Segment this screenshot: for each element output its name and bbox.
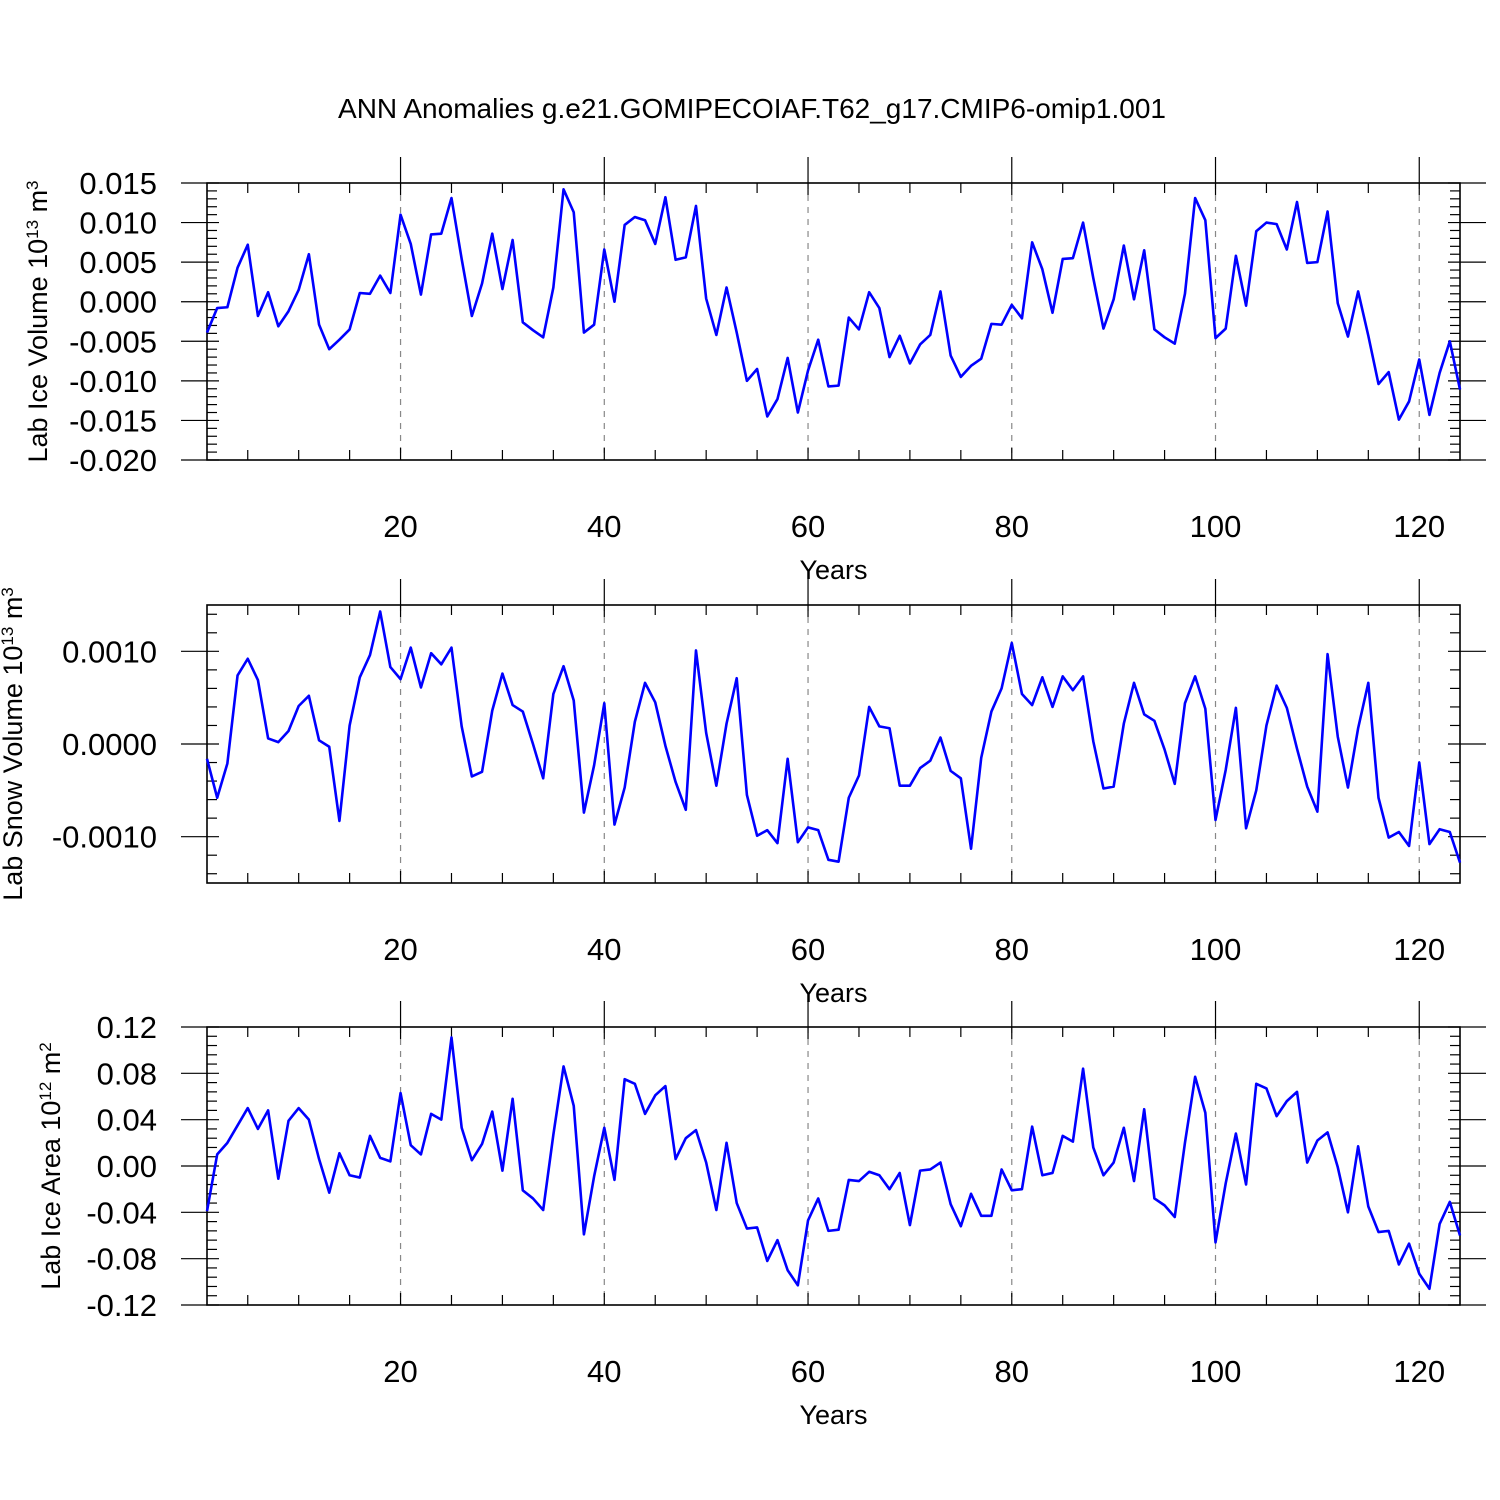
y-tick-label: -0.015 bbox=[69, 403, 157, 438]
x-tick-label: 20 bbox=[383, 1354, 417, 1389]
figure-title: ANN Anomalies g.e21.GOMIPECOIAF.T62_g17.… bbox=[338, 93, 1166, 124]
x-tick-label: 60 bbox=[791, 509, 825, 544]
y-axis-label-text: Lab Snow Volume 10 bbox=[0, 646, 28, 901]
y-axis-label: Lab Ice Volume 1013 m3 bbox=[23, 180, 54, 462]
y-tick-label: 0.08 bbox=[97, 1056, 157, 1091]
panel-1: -0.020 -0.015 -0.010 -0.005 0.000 0.005 0.010 0… bbox=[23, 157, 1486, 585]
x-tick-label: 120 bbox=[1393, 1354, 1445, 1389]
x-axis-label: Years bbox=[799, 978, 867, 1008]
x-tick-label: 120 bbox=[1393, 509, 1445, 544]
x-tick-label: 100 bbox=[1190, 1354, 1242, 1389]
x-tick-label: 80 bbox=[995, 1354, 1029, 1389]
y-axis-label-exponent: 13 bbox=[23, 220, 42, 239]
y-tick-label: -0.12 bbox=[86, 1288, 157, 1323]
y-tick-label: -0.0010 bbox=[52, 820, 157, 855]
y-tick-label: 0.015 bbox=[79, 166, 157, 201]
y-tick-label: 0.010 bbox=[79, 206, 157, 241]
x-tick-label: 80 bbox=[995, 932, 1029, 967]
y-tick-label: 0.04 bbox=[97, 1103, 157, 1138]
y-axis-label: Lab Snow Volume 1013 m3 bbox=[0, 587, 28, 901]
y-tick-label: 0.00 bbox=[97, 1149, 157, 1184]
panel-3: -0.12 -0.08 -0.04 0.00 0.04 0.08 0.12 20 40 60 80 1… bbox=[36, 1001, 1486, 1430]
y-tick-label: -0.04 bbox=[86, 1195, 157, 1230]
y-axis-label-exponent: 3 bbox=[23, 180, 42, 189]
x-tick-label: 20 bbox=[383, 509, 417, 544]
y-axis-label-text: m bbox=[23, 190, 53, 220]
plot-frame bbox=[206, 1026, 1461, 1306]
plot-frame bbox=[206, 182, 1461, 461]
y-tick-label: 0.005 bbox=[79, 245, 157, 280]
series-line-lab-ice-area bbox=[205, 1036, 1462, 1291]
x-tick-label: 120 bbox=[1393, 932, 1445, 967]
x-axis-label: Years bbox=[799, 1400, 867, 1430]
y-axis-label-exponent: 3 bbox=[0, 587, 17, 596]
y-axis-label: Lab Ice Area 1012 m2 bbox=[36, 1042, 67, 1290]
x-tick-label: 100 bbox=[1190, 509, 1242, 544]
series-line-lab-ice-volume bbox=[205, 188, 1462, 421]
x-tick-label: 60 bbox=[791, 932, 825, 967]
y-axis-label-text: Lab Ice Area 10 bbox=[36, 1101, 66, 1290]
x-tick-label: 20 bbox=[383, 932, 417, 967]
y-tick-label: -0.010 bbox=[69, 364, 157, 399]
y-axis-label-text: m bbox=[0, 597, 28, 627]
y-tick-label: 0.0000 bbox=[62, 727, 157, 762]
y-tick-label: 0.12 bbox=[97, 1010, 157, 1045]
x-tick-label: 40 bbox=[587, 1354, 621, 1389]
y-axis-label-text: m bbox=[36, 1052, 66, 1082]
y-tick-label: 0.000 bbox=[79, 285, 157, 320]
y-axis-label-exponent: 2 bbox=[36, 1042, 55, 1051]
x-tick-label: 80 bbox=[995, 509, 1029, 544]
plot-frame bbox=[206, 604, 1461, 884]
x-axis-label: Years bbox=[799, 555, 867, 585]
y-tick-label: -0.08 bbox=[86, 1242, 157, 1277]
y-axis-label-exponent: 12 bbox=[36, 1082, 55, 1101]
y-axis-label-exponent: 13 bbox=[0, 627, 17, 646]
y-tick-label: -0.005 bbox=[69, 324, 157, 359]
y-tick-label: -0.020 bbox=[69, 443, 157, 478]
x-tick-label: 100 bbox=[1190, 932, 1242, 967]
x-tick-label: 40 bbox=[587, 932, 621, 967]
panels: -0.020 -0.015 -0.010 -0.005 0.000 0.005 0.010 0… bbox=[0, 157, 1486, 1430]
x-tick-label: 60 bbox=[791, 1354, 825, 1389]
panel-2: -0.0010 0.0000 0.0010 20 40 60 80 100 120 Years La… bbox=[0, 579, 1486, 1008]
series-line-lab-snow-volume bbox=[205, 610, 1462, 864]
y-tick-label: 0.0010 bbox=[62, 634, 157, 669]
x-tick-label: 40 bbox=[587, 509, 621, 544]
y-axis-label-text: Lab Ice Volume 10 bbox=[23, 239, 53, 463]
